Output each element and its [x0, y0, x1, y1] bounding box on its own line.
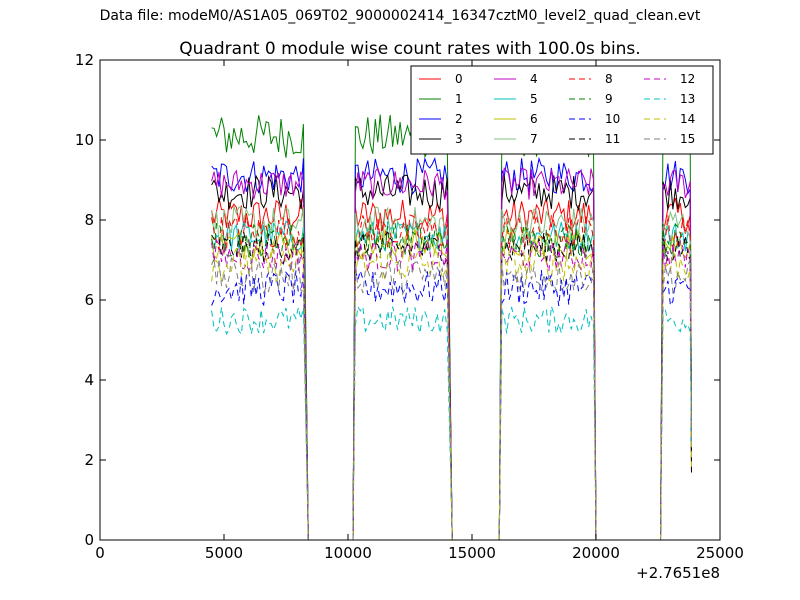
x-tick-label: 25000	[696, 544, 744, 562]
series-line-2	[211, 156, 692, 541]
x-tick-label: 15000	[448, 544, 496, 562]
legend-label-12: 12	[680, 72, 695, 86]
legend-label-0: 0	[455, 72, 463, 86]
chart-title: Quadrant 0 module wise count rates with …	[179, 39, 640, 59]
x-tick-label: 10000	[324, 544, 372, 562]
y-tick-label: 4	[84, 371, 94, 389]
series-line-0	[211, 197, 692, 541]
series-lines	[211, 114, 692, 541]
legend-label-8: 8	[605, 72, 613, 86]
series-line-13	[211, 305, 692, 541]
legend-label-9: 9	[605, 92, 613, 106]
y-tick-label: 6	[84, 291, 94, 309]
series-line-11	[211, 231, 692, 541]
series-line-9	[211, 222, 692, 541]
legend-label-2: 2	[455, 112, 463, 126]
legend-label-3: 3	[455, 132, 463, 146]
series-line-14	[211, 245, 692, 541]
series-line-15	[211, 256, 692, 541]
data-file-suptitle: Data file: modeM0/AS1A05_069T02_90000024…	[99, 8, 701, 24]
legend-label-10: 10	[605, 112, 620, 126]
legend-label-6: 6	[530, 112, 538, 126]
legend-label-13: 13	[680, 92, 695, 106]
series-line-3	[211, 173, 692, 541]
y-tick-label: 10	[75, 131, 94, 149]
legend-label-1: 1	[455, 92, 463, 106]
y-tick-label: 12	[75, 51, 94, 69]
x-tick-label: 0	[95, 544, 105, 562]
y-tick-label: 8	[84, 211, 94, 229]
x-tick-label: 20000	[572, 544, 620, 562]
y-tick-label: 0	[84, 531, 94, 549]
legend-label-7: 7	[530, 132, 538, 146]
series-line-4	[211, 167, 692, 541]
legend-label-15: 15	[680, 132, 695, 146]
legend-label-11: 11	[605, 132, 620, 146]
legend-label-14: 14	[680, 112, 695, 126]
legend-label-5: 5	[530, 92, 538, 106]
x-offset-label: +2.7651e8	[636, 564, 720, 582]
legend-box	[410, 65, 714, 155]
y-tick-label: 2	[84, 451, 94, 469]
x-tick-label: 5000	[205, 544, 243, 562]
legend-label-4: 4	[530, 72, 538, 86]
